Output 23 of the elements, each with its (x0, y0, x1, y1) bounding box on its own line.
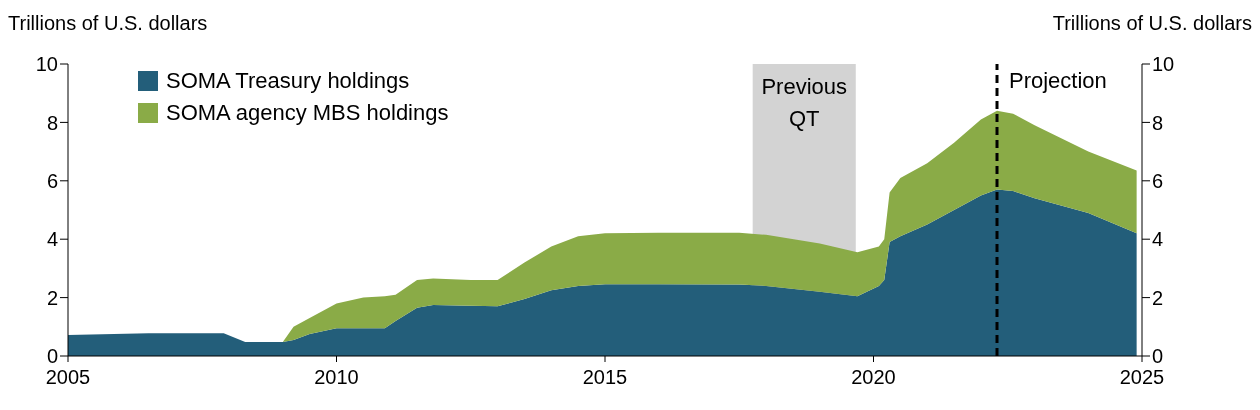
y2-tick-label: 4 (1152, 228, 1164, 251)
x-tick-label: 2010 (314, 366, 359, 389)
x-tick-label: 2015 (582, 366, 628, 389)
y2-tick-label: 6 (1152, 169, 1164, 192)
y-tick-label: 2 (46, 286, 58, 309)
y-tick-label: 0 (46, 345, 58, 368)
y-tick-label: 10 (35, 53, 58, 76)
y2-tick-label: 10 (1152, 53, 1175, 76)
y2-axis-title: Trillions of U.S. dollars (1052, 12, 1252, 35)
band-label: Previous QT (761, 74, 848, 131)
legend-label: SOMA agency MBS holdings (165, 100, 449, 126)
x-tick-label: 2025 (1119, 366, 1165, 389)
y2-tick-label: 2 (1152, 286, 1164, 309)
y-tick-label: 8 (46, 111, 58, 134)
x-tick-label: 2005 (45, 366, 91, 389)
legend-label: SOMA Treasury holdings (165, 68, 411, 94)
y-axis-title: Trillions of U.S. dollars (8, 12, 208, 35)
y-tick-label: 4 (46, 228, 58, 251)
y2-tick-label: 0 (1152, 345, 1164, 368)
y2-tick-label: 8 (1152, 111, 1164, 134)
ref-line-label: Projection (1009, 68, 1107, 93)
y-tick-label: 6 (46, 169, 58, 192)
x-tick-label: 2020 (851, 366, 896, 389)
